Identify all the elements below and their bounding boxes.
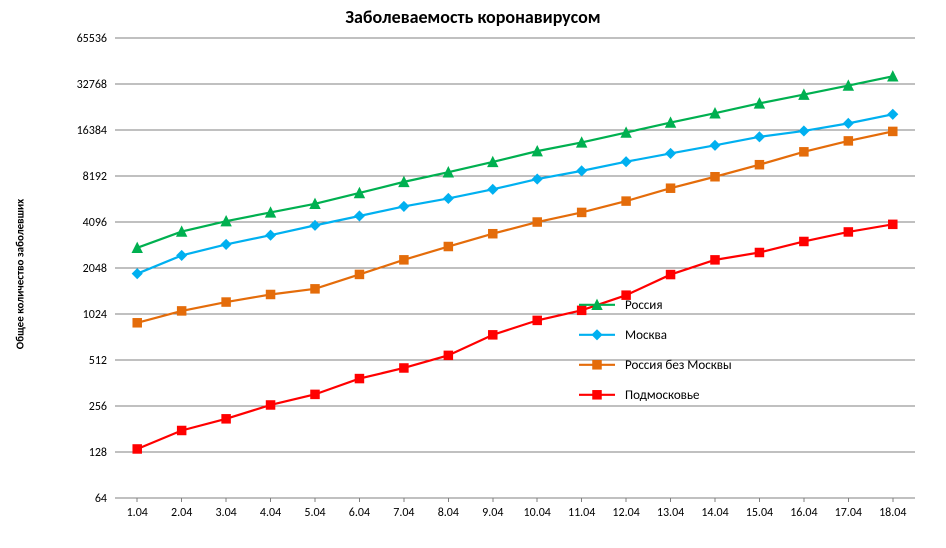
y-tick-label: 16384 — [77, 124, 107, 138]
y-tick-label: 64 — [95, 492, 107, 506]
marker-diamond — [355, 211, 364, 220]
marker-diamond — [577, 166, 586, 175]
x-tick-label: 9.04 — [482, 506, 503, 520]
x-tick-label: 3.04 — [215, 506, 236, 520]
marker-square — [889, 127, 897, 135]
x-tick-label: 1.04 — [127, 506, 148, 520]
marker-square — [311, 285, 319, 293]
series — [133, 110, 898, 278]
x-tick-label: 13.04 — [657, 506, 684, 520]
series — [133, 72, 898, 252]
marker-square — [533, 316, 541, 324]
marker-diamond — [622, 157, 631, 166]
marker-square — [711, 256, 719, 264]
marker-square — [578, 306, 586, 314]
marker-square — [667, 184, 675, 192]
x-tick-label: 12.04 — [612, 506, 639, 520]
marker-diamond — [593, 330, 602, 339]
marker-diamond — [177, 251, 186, 260]
marker-square — [400, 256, 408, 264]
x-tick-label: 5.04 — [304, 506, 325, 520]
chart-title: Заболеваемость коронавирусом — [0, 6, 946, 28]
series-line — [137, 131, 893, 322]
marker-square — [267, 290, 275, 298]
chart-svg: 64 128 256 512 1024 2048 4096 8192 16384 32768 655… — [0, 0, 946, 548]
chart-container: Заболеваемость коронавирусом Общее колич… — [0, 0, 946, 548]
marker-square — [800, 237, 808, 245]
x-tick-label: 2.04 — [171, 506, 192, 520]
marker-square — [133, 445, 141, 453]
x-tick-label: 4.04 — [260, 506, 281, 520]
x-tick-label: 14.04 — [701, 506, 728, 520]
marker-diamond — [799, 126, 808, 135]
marker-square — [755, 161, 763, 169]
marker-square — [667, 271, 675, 279]
marker-square — [578, 208, 586, 216]
marker-square — [593, 361, 601, 369]
x-tick-label: 18.04 — [879, 506, 906, 520]
marker-square — [444, 351, 452, 359]
y-tick-label: 8192 — [83, 170, 107, 184]
marker-square — [222, 298, 230, 306]
x-tick-label: 15.04 — [746, 506, 773, 520]
x-tick-label: 8.04 — [438, 506, 459, 520]
marker-diamond — [888, 110, 897, 119]
y-tick-label: 2048 — [83, 262, 107, 276]
x-tick-label: 16.04 — [790, 506, 817, 520]
legend-label: Россия без Москвы — [625, 358, 732, 373]
marker-square — [800, 148, 808, 156]
legend-label: Подмосковье — [625, 388, 699, 403]
marker-diamond — [755, 132, 764, 141]
series-line — [137, 224, 893, 449]
marker-diamond — [844, 119, 853, 128]
marker-square — [178, 307, 186, 315]
marker-square — [533, 218, 541, 226]
marker-square — [489, 331, 497, 339]
legend-label: Москва — [625, 328, 667, 343]
y-axis-label: Общее количество заболевших — [14, 199, 27, 349]
y-tick-label: 1024 — [83, 308, 107, 322]
marker-square — [355, 375, 363, 383]
marker-diamond — [666, 149, 675, 158]
marker-square — [355, 270, 363, 278]
marker-square — [444, 243, 452, 251]
x-tick-label: 10.04 — [524, 506, 551, 520]
marker-square — [889, 220, 897, 228]
marker-square — [844, 137, 852, 145]
marker-square — [178, 426, 186, 434]
marker-square — [400, 364, 408, 372]
y-tick-label: 256 — [89, 400, 107, 414]
marker-diamond — [399, 202, 408, 211]
marker-square — [222, 415, 230, 423]
x-tick-label: 6.04 — [349, 506, 370, 520]
marker-diamond — [488, 185, 497, 194]
marker-diamond — [266, 231, 275, 240]
marker-square — [622, 197, 630, 205]
y-tick-label: 4096 — [83, 216, 107, 230]
y-tick-label: 65536 — [77, 32, 107, 46]
marker-diamond — [222, 240, 231, 249]
x-tick-label: 11.04 — [568, 506, 595, 520]
marker-diamond — [711, 141, 720, 150]
legend-label: Россия — [625, 298, 663, 313]
marker-square — [267, 401, 275, 409]
x-tick-label: 7.04 — [393, 506, 414, 520]
marker-square — [133, 319, 141, 327]
series-line — [137, 114, 893, 273]
marker-diamond — [133, 269, 142, 278]
y-tick-label: 128 — [89, 446, 107, 460]
marker-diamond — [444, 194, 453, 203]
marker-square — [844, 228, 852, 236]
x-tick-label: 17.04 — [835, 506, 862, 520]
marker-square — [311, 390, 319, 398]
marker-square — [711, 173, 719, 181]
series — [133, 220, 897, 453]
marker-square — [489, 230, 497, 238]
marker-square — [755, 248, 763, 256]
marker-square — [593, 391, 601, 399]
y-tick-label: 32768 — [77, 78, 107, 92]
y-tick-label: 512 — [89, 354, 107, 368]
